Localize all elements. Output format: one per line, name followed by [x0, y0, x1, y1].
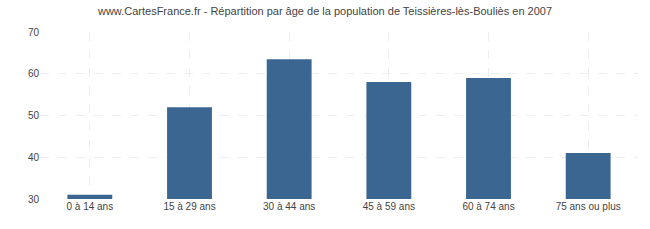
svg-text:40: 40: [28, 152, 40, 163]
svg-text:60 à 74 ans: 60 à 74 ans: [462, 201, 514, 212]
svg-text:60: 60: [28, 68, 40, 79]
svg-text:45 à 59 ans: 45 à 59 ans: [363, 201, 415, 212]
svg-text:0 à 14 ans: 0 à 14 ans: [66, 201, 113, 212]
svg-text:www.CartesFrance.fr - Répartit: www.CartesFrance.fr - Répartition par âg…: [97, 5, 552, 17]
svg-text:30: 30: [28, 194, 40, 205]
svg-text:50: 50: [28, 110, 40, 121]
svg-text:75 ans ou plus: 75 ans ou plus: [556, 201, 621, 212]
svg-text:15 à 29 ans: 15 à 29 ans: [163, 201, 215, 212]
svg-text:70: 70: [28, 27, 40, 38]
svg-text:30 à 44 ans: 30 à 44 ans: [263, 201, 315, 212]
